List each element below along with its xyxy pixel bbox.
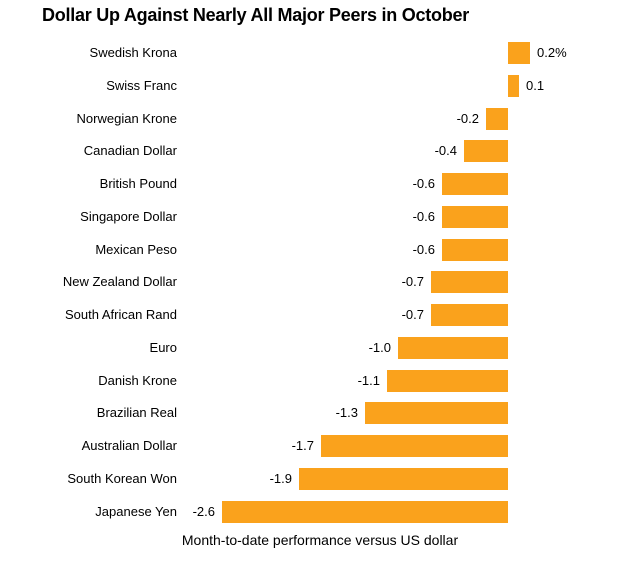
bar-new-zealand-dollar (431, 271, 508, 293)
bar-euro (398, 337, 508, 359)
bar-swiss-franc (508, 75, 519, 97)
value-label-british-pound: -0.6 (412, 176, 435, 191)
category-label-danish-krone: Danish Krone (98, 373, 177, 388)
category-label-south-african-rand: South African Rand (64, 307, 177, 322)
bar-canadian-dollar (464, 140, 508, 162)
bar-south-african-rand (431, 304, 508, 326)
value-label-new-zealand-dollar: -0.7 (401, 274, 424, 289)
bar-mexican-peso (442, 239, 508, 261)
value-label-brazilian-real: -1.3 (335, 405, 358, 420)
category-label-swedish-krona: Swedish Krona (89, 45, 177, 60)
bar-australian-dollar (321, 435, 508, 457)
bar-brazilian-real (365, 402, 508, 424)
value-label-canadian-dollar: -0.4 (434, 143, 457, 158)
value-label-danish-krone: -1.1 (357, 373, 380, 388)
value-label-australian-dollar: -1.7 (291, 438, 314, 453)
category-label-singapore-dollar: Singapore Dollar (80, 209, 177, 224)
value-label-norwegian-krone: -0.2 (456, 111, 479, 126)
bar-singapore-dollar (442, 206, 508, 228)
value-label-swiss-franc: 0.1 (526, 78, 545, 93)
bar-swedish-krona (508, 42, 530, 64)
value-label-japanese-yen: -2.6 (192, 504, 215, 519)
category-label-norwegian-krone: Norwegian Krone (76, 111, 177, 126)
category-label-japanese-yen: Japanese Yen (95, 504, 177, 519)
category-label-new-zealand-dollar: New Zealand Dollar (62, 274, 177, 289)
value-label-singapore-dollar: -0.6 (412, 209, 435, 224)
value-label-swedish-krona: 0.2% (537, 45, 567, 60)
category-label-swiss-franc: Swiss Franc (106, 78, 177, 93)
value-label-euro: -1.0 (368, 340, 391, 355)
category-label-mexican-peso: Mexican Peso (95, 242, 177, 257)
bar-south-korean-won (299, 468, 508, 490)
value-label-mexican-peso: -0.6 (412, 242, 435, 257)
category-label-australian-dollar: Australian Dollar (81, 438, 177, 453)
category-label-brazilian-real: Brazilian Real (96, 405, 177, 420)
value-label-south-korean-won: -1.9 (269, 471, 292, 486)
bar-british-pound (442, 173, 508, 195)
value-label-south-african-rand: -0.7 (401, 307, 424, 322)
category-label-canadian-dollar: Canadian Dollar (83, 143, 177, 158)
category-label-euro: Euro (149, 340, 177, 355)
category-label-british-pound: British Pound (99, 176, 177, 191)
bar-japanese-yen (222, 501, 508, 523)
bar-norwegian-krone (486, 108, 508, 130)
chart-title: Dollar Up Against Nearly All Major Peers… (42, 5, 470, 25)
bar-danish-krone (387, 370, 508, 392)
category-label-south-korean-won: South Korean Won (67, 471, 177, 486)
chart-caption: Month-to-date performance versus US doll… (181, 532, 459, 548)
